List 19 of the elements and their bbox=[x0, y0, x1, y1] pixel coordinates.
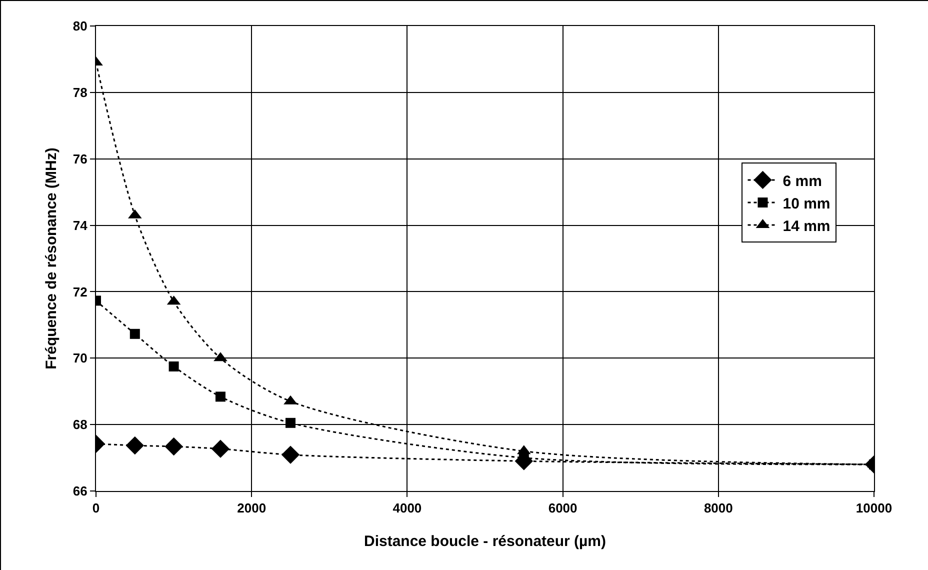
x-axis-title: Distance boucle - résonateur (µm) bbox=[364, 533, 606, 550]
y-tick-label: 78 bbox=[72, 84, 88, 100]
x-tick-label: 4000 bbox=[392, 500, 422, 516]
y-tick-label: 68 bbox=[72, 417, 88, 432]
x-tick-label: 0 bbox=[92, 500, 100, 516]
x-tick-label: 2000 bbox=[237, 500, 266, 516]
x-tick-label: 8000 bbox=[704, 500, 733, 516]
y-tick-label: 66 bbox=[72, 484, 88, 499]
legend-label: 10 mm bbox=[782, 195, 830, 212]
y-tick-label: 76 bbox=[72, 151, 88, 166]
y-tick-label: 70 bbox=[72, 350, 88, 366]
legend-label: 6 mm bbox=[782, 172, 822, 190]
y-tick-label: 74 bbox=[72, 218, 88, 233]
y-axis-title: Fréquence de résonance (MHz) bbox=[43, 148, 60, 370]
y-tick-label: 80 bbox=[72, 18, 88, 34]
legend-label: 14 mm bbox=[782, 218, 830, 235]
y-tick-label: 72 bbox=[72, 284, 88, 300]
x-tick-label: 10000 bbox=[856, 500, 892, 516]
x-tick-label: 6000 bbox=[548, 500, 578, 516]
